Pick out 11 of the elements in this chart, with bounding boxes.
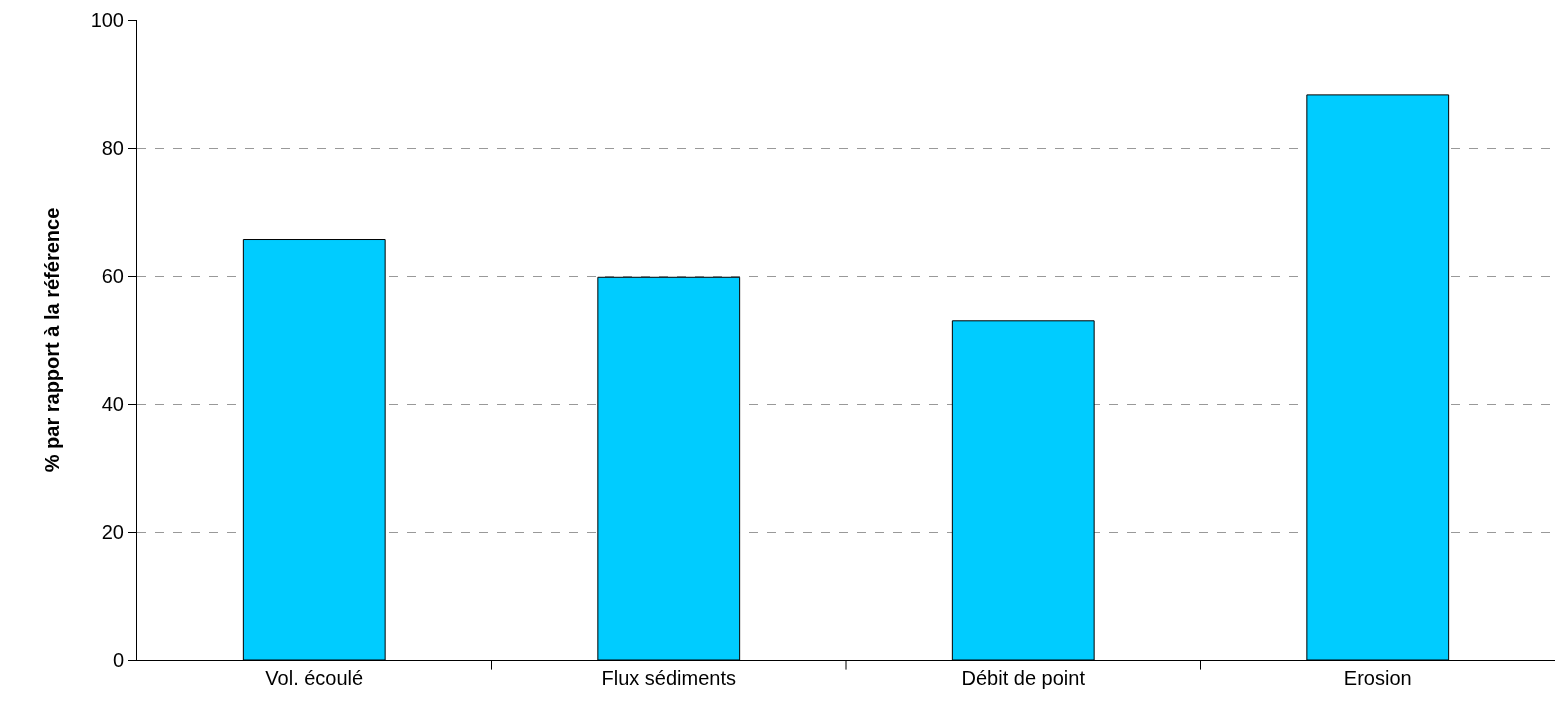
y-tick-label: 60 (101, 265, 124, 287)
x-tick-label: Débit de point (961, 667, 1086, 689)
x-tick-label: Flux sédiments (601, 667, 736, 689)
y-tick-label: 20 (101, 521, 124, 543)
y-tick-label: 80 (101, 137, 124, 159)
y-tick-label: 100 (90, 9, 124, 31)
y-tick-label: 0 (112, 649, 124, 671)
x-tick-label: Erosion (1343, 667, 1412, 689)
x-tick-label: Vol. écoulé (265, 667, 364, 689)
y-axis-title: % par rapport à la référence (41, 207, 64, 473)
y-tick-label: 40 (101, 393, 124, 415)
